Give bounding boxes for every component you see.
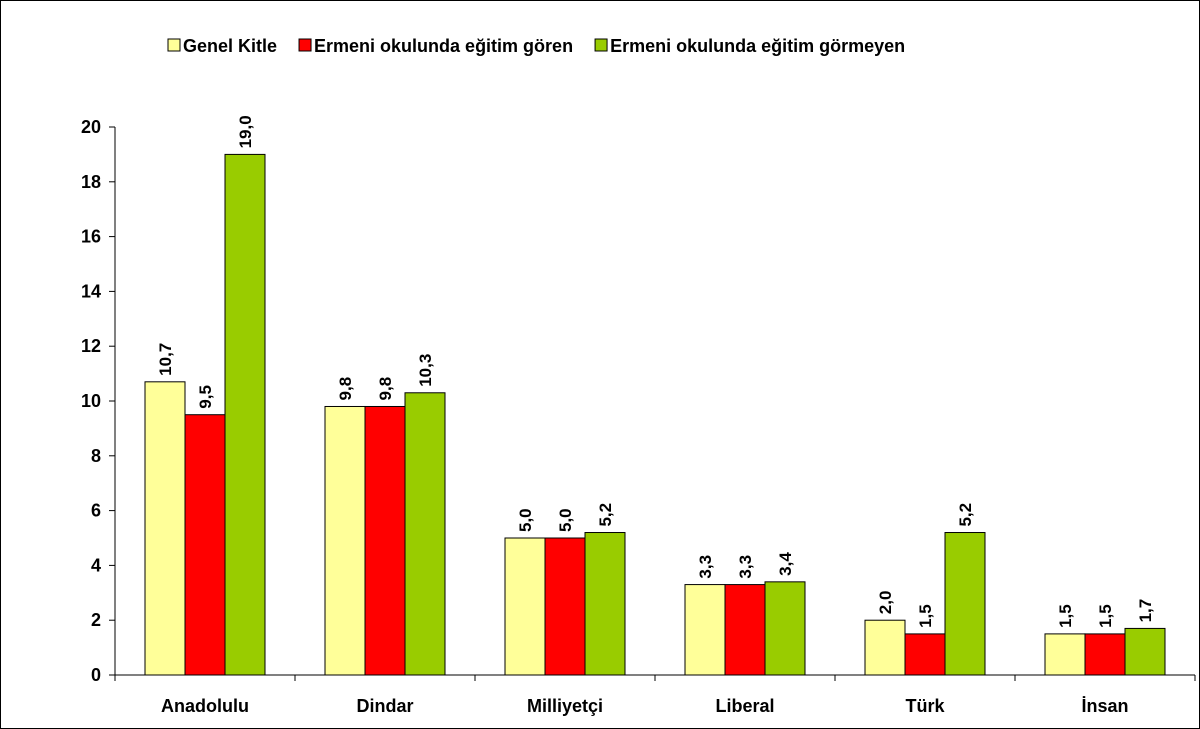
- bar: [685, 585, 725, 675]
- data-label: 5,0: [516, 508, 535, 532]
- bar: [1125, 628, 1165, 675]
- y-tick-label: 6: [91, 501, 101, 521]
- y-tick-label: 12: [81, 336, 101, 356]
- bar: [945, 533, 985, 675]
- x-tick-label: Liberal: [715, 696, 774, 716]
- data-label: 9,8: [336, 377, 355, 401]
- y-tick-label: 0: [91, 665, 101, 685]
- data-label: 5,2: [956, 503, 975, 527]
- legend-label: Ermeni okulunda eğitim görmeyen: [610, 36, 905, 56]
- bar: [1045, 634, 1085, 675]
- legend-swatch: [299, 39, 311, 51]
- data-label: 9,5: [196, 385, 215, 409]
- bar: [905, 634, 945, 675]
- data-label: 3,3: [736, 555, 755, 579]
- bar: [225, 154, 265, 675]
- data-label: 1,5: [1096, 604, 1115, 628]
- data-label: 5,0: [556, 508, 575, 532]
- data-label: 1,7: [1136, 599, 1155, 623]
- bar: [185, 415, 225, 675]
- bar: [765, 582, 805, 675]
- x-tick-label: Türk: [905, 696, 945, 716]
- legend-label: Ermeni okulunda eğitim gören: [314, 36, 573, 56]
- bar: [865, 620, 905, 675]
- y-tick-label: 18: [81, 172, 101, 192]
- data-label: 1,5: [1056, 604, 1075, 628]
- data-label: 10,3: [416, 354, 435, 387]
- y-tick-label: 10: [81, 391, 101, 411]
- bar: [145, 382, 185, 675]
- x-tick-label: Anadolulu: [161, 696, 249, 716]
- y-tick-label: 16: [81, 227, 101, 247]
- bar: [545, 538, 585, 675]
- bar: [725, 585, 765, 675]
- legend-swatch: [595, 39, 607, 51]
- y-tick-label: 4: [91, 555, 101, 575]
- data-label: 3,4: [776, 552, 795, 576]
- data-label: 2,0: [876, 591, 895, 615]
- y-tick-label: 14: [81, 281, 101, 301]
- x-tick-label: Milliyetçi: [527, 696, 603, 716]
- legend-swatch: [168, 39, 180, 51]
- data-label: 9,8: [376, 377, 395, 401]
- bar: [365, 406, 405, 675]
- chart: 0 2 4 6 8 10 12 14 16 18 20 Anadolulu 10,7 9,5 19,0 Din…: [0, 0, 1200, 729]
- x-tick-label: Dindar: [356, 696, 413, 716]
- page: {"chart_data": {"type": "bar", "categori…: [0, 0, 1200, 729]
- bar: [505, 538, 545, 675]
- bar: [325, 406, 365, 675]
- y-tick-label: 2: [91, 610, 101, 630]
- data-label: 3,3: [696, 555, 715, 579]
- data-label: 19,0: [236, 115, 255, 148]
- data-label: 10,7: [156, 343, 175, 376]
- data-label: 5,2: [596, 503, 615, 527]
- y-tick-label: 20: [81, 117, 101, 137]
- legend-label: Genel Kitle: [183, 36, 277, 56]
- x-tick-label: İnsan: [1081, 696, 1128, 716]
- bar: [405, 393, 445, 675]
- bar: [1085, 634, 1125, 675]
- bar: [585, 533, 625, 675]
- data-label: 1,5: [916, 604, 935, 628]
- y-tick-label: 8: [91, 446, 101, 466]
